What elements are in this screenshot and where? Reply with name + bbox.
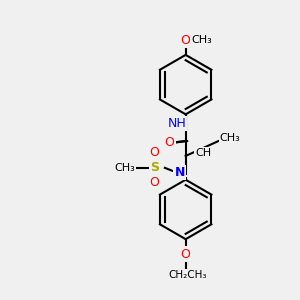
Text: CH₂CH₃: CH₂CH₃ — [168, 270, 206, 280]
Text: O: O — [181, 248, 190, 260]
Text: N: N — [175, 166, 185, 179]
Text: CH₃: CH₃ — [192, 35, 212, 45]
Text: CH₃: CH₃ — [114, 163, 135, 173]
Text: O: O — [164, 136, 174, 149]
Text: S: S — [150, 161, 159, 174]
Text: O: O — [149, 176, 159, 189]
Text: CH: CH — [195, 148, 212, 158]
Text: O: O — [149, 146, 159, 160]
Text: CH₃: CH₃ — [220, 133, 241, 143]
Text: O: O — [181, 34, 190, 46]
Text: NH: NH — [167, 117, 186, 130]
